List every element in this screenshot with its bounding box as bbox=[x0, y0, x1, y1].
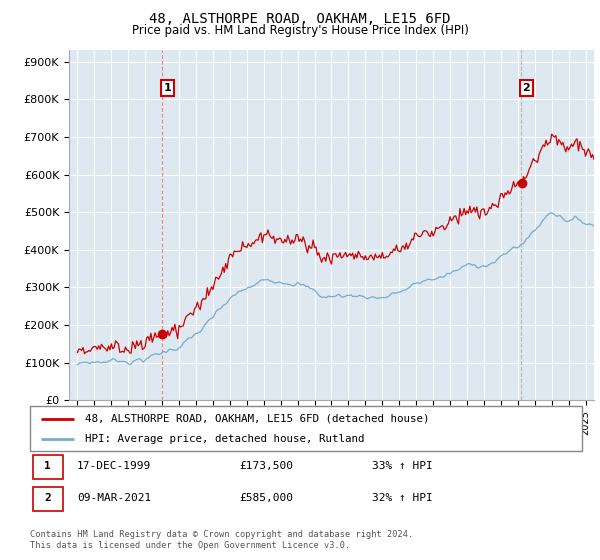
Text: 2: 2 bbox=[44, 493, 51, 503]
FancyBboxPatch shape bbox=[30, 406, 582, 451]
FancyBboxPatch shape bbox=[33, 455, 63, 479]
Text: 33% ↑ HPI: 33% ↑ HPI bbox=[372, 461, 433, 471]
Text: 2: 2 bbox=[523, 83, 530, 93]
Text: 1: 1 bbox=[44, 461, 51, 471]
FancyBboxPatch shape bbox=[33, 487, 63, 511]
Text: 48, ALSTHORPE ROAD, OAKHAM, LE15 6FD: 48, ALSTHORPE ROAD, OAKHAM, LE15 6FD bbox=[149, 12, 451, 26]
Text: HPI: Average price, detached house, Rutland: HPI: Average price, detached house, Rutl… bbox=[85, 433, 365, 444]
Text: 17-DEC-1999: 17-DEC-1999 bbox=[77, 461, 151, 471]
Text: £585,000: £585,000 bbox=[240, 493, 294, 503]
Text: 09-MAR-2021: 09-MAR-2021 bbox=[77, 493, 151, 503]
Text: 32% ↑ HPI: 32% ↑ HPI bbox=[372, 493, 433, 503]
Text: Contains HM Land Registry data © Crown copyright and database right 2024.
This d: Contains HM Land Registry data © Crown c… bbox=[30, 530, 413, 550]
Text: £173,500: £173,500 bbox=[240, 461, 294, 471]
Text: Price paid vs. HM Land Registry's House Price Index (HPI): Price paid vs. HM Land Registry's House … bbox=[131, 24, 469, 37]
Text: 1: 1 bbox=[163, 83, 171, 93]
Text: 48, ALSTHORPE ROAD, OAKHAM, LE15 6FD (detached house): 48, ALSTHORPE ROAD, OAKHAM, LE15 6FD (de… bbox=[85, 413, 430, 423]
